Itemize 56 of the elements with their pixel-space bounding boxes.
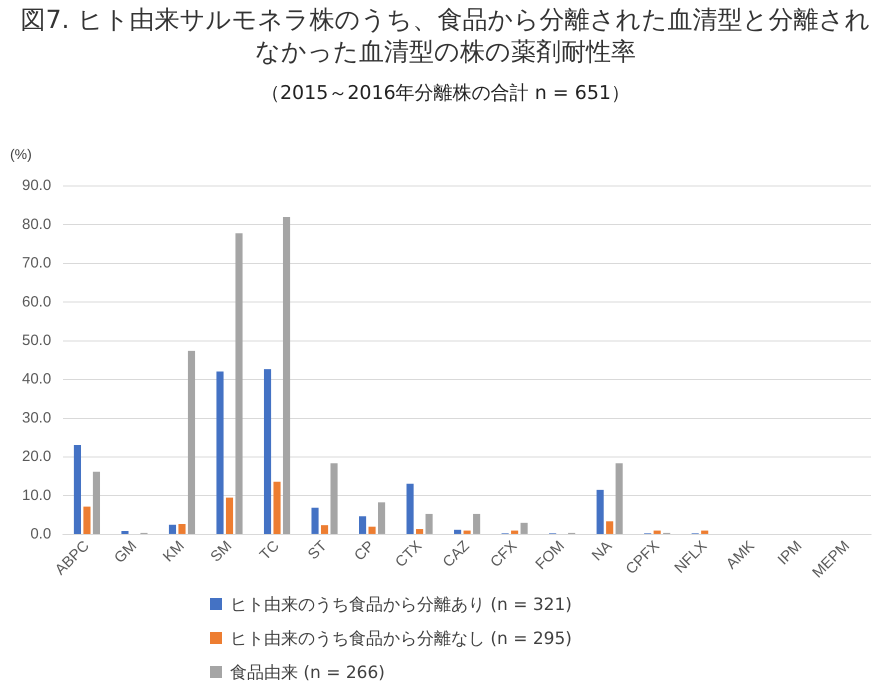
y-tick-label: 50.0: [22, 332, 52, 350]
bar: [83, 506, 91, 534]
y-tick-label: 20.0: [22, 448, 52, 466]
bar: [511, 530, 518, 534]
bar: [282, 216, 290, 534]
x-tick-label: ST: [304, 538, 330, 564]
x-tick-label: GM: [111, 538, 140, 567]
bar: [358, 516, 366, 534]
bar: [406, 484, 414, 534]
y-axis-title: (%): [10, 146, 32, 162]
bar: [121, 530, 129, 534]
y-tick-label: 10.0: [22, 486, 52, 504]
y-tick-label: 80.0: [22, 216, 52, 233]
y-tick-label: 90.0: [22, 177, 52, 194]
bar: [473, 514, 480, 534]
y-tick-label: 40.0: [22, 370, 52, 388]
x-tick-label: IPM: [774, 538, 806, 568]
bar: [368, 526, 376, 534]
bar: [654, 530, 661, 534]
bar: [74, 445, 82, 534]
bar: [596, 490, 604, 534]
bar: [92, 472, 100, 534]
x-tick-label: TC: [256, 537, 283, 564]
x-tick-label: KM: [160, 538, 188, 566]
bar: [235, 233, 243, 534]
legend-label: ヒト由来のうち食品から分離あり (n = 321): [229, 594, 572, 617]
bar: [273, 482, 281, 534]
x-tick-label: SM: [207, 538, 236, 566]
bar: [616, 463, 623, 534]
bar: [264, 369, 272, 534]
bar: [226, 498, 234, 534]
y-tick-label: 30.0: [22, 409, 52, 426]
bar: [311, 508, 319, 534]
legend-label: ヒト由来のうち食品から分離なし (n = 295): [229, 628, 572, 651]
bar: [520, 522, 528, 534]
bar: [320, 525, 328, 534]
bar: [701, 530, 708, 534]
bar: [426, 514, 433, 534]
legend-label: 食品由来 (n = 266): [229, 662, 386, 685]
bar: [464, 530, 471, 534]
y-tick-label: 60.0: [22, 293, 52, 310]
bar: [188, 350, 196, 534]
chart-title: 図7. ヒト由来サルモネラ株のうち、食品から分離された血清型と分離されなかった血清型の株の薬剤耐性率: [20, 4, 872, 68]
x-tick-label: NA: [588, 538, 616, 564]
bar: [178, 524, 186, 534]
bar: [330, 463, 338, 534]
chart-subtitle: （2015～2016年分離株の合計 n = 651）: [260, 81, 632, 106]
bar: [168, 524, 176, 534]
bar: [216, 371, 224, 534]
x-tick-label: CP: [351, 538, 378, 564]
bar: [378, 502, 386, 534]
y-tick-label: 70.0: [22, 254, 52, 272]
bar: [454, 530, 462, 534]
bar: [606, 521, 614, 534]
bar: [416, 529, 424, 534]
y-tick-label: 0.0: [30, 526, 52, 543]
